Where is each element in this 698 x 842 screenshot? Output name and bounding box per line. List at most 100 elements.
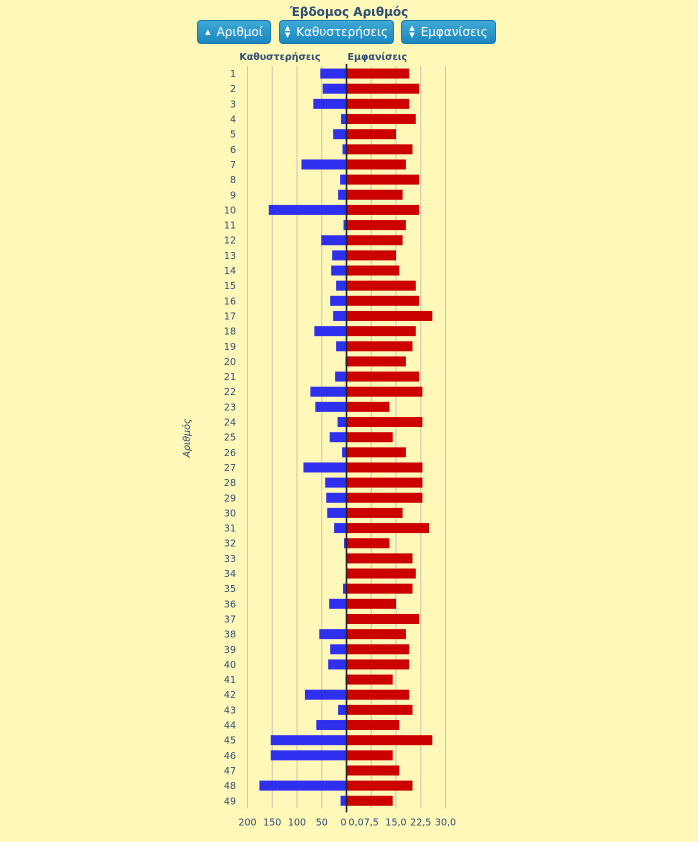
delay-bar (303, 462, 347, 473)
category-label: 9 (230, 190, 236, 201)
delay-bar (340, 174, 347, 185)
category-label: 13 (224, 251, 236, 262)
delay-bar (259, 780, 347, 791)
appearance-bar (346, 659, 410, 670)
delay-bar (340, 795, 347, 806)
appearance-bar (346, 720, 400, 731)
appearance-bar (346, 310, 433, 321)
category-label: 41 (224, 675, 236, 686)
appearance-bar (346, 356, 406, 367)
appearance-bar (346, 83, 420, 94)
category-label: 32 (224, 539, 236, 550)
appearance-bar (346, 401, 390, 412)
appearance-bar (346, 432, 393, 443)
category-label: 31 (224, 524, 236, 535)
sort-icon: ▲ ▼ (409, 24, 415, 39)
category-label: 30 (224, 508, 236, 519)
category-label: 4 (230, 115, 236, 126)
appearance-bar (346, 386, 423, 397)
appearance-bar (346, 674, 393, 685)
category-label: 46 (224, 751, 236, 762)
x-tick-label-left: 150 (263, 817, 281, 828)
delay-bar (333, 310, 347, 321)
appearance-bar (346, 371, 420, 382)
category-label: 21 (224, 372, 236, 383)
appearance-bar (346, 295, 420, 306)
sort-by-delays-button[interactable]: ▲ ▼ Καθυστερήσεις (279, 20, 394, 44)
appearance-bar (346, 583, 413, 594)
appearance-bar (346, 735, 433, 746)
delay-bar (344, 538, 347, 549)
category-label: 42 (224, 690, 236, 701)
category-label: 27 (224, 463, 236, 474)
delay-bar (270, 750, 347, 761)
category-label: 20 (224, 357, 236, 368)
appearance-bar (346, 235, 403, 246)
appearance-bar (346, 477, 423, 488)
category-label: 5 (230, 130, 236, 141)
category-label: 44 (224, 721, 236, 732)
category-label: 29 (224, 493, 236, 504)
appearance-bar (346, 144, 413, 155)
delay-bar (313, 98, 347, 109)
appearance-bar (346, 159, 406, 170)
category-label: 28 (224, 478, 236, 489)
category-label: 2 (230, 84, 236, 95)
sort-toolbar: ▲ Αριθμοί ▲ ▼ Καθυστερήσεις ▲ ▼ Εμφανίσεις (0, 20, 698, 46)
delay-bar (336, 280, 347, 291)
category-label: 34 (224, 569, 236, 580)
delay-bar (321, 235, 347, 246)
x-tick-label-right: 22,5 (410, 817, 431, 828)
category-label: 14 (224, 266, 236, 277)
category-label: 1 (230, 69, 236, 80)
delay-bar (335, 371, 347, 382)
appearance-bar (346, 629, 406, 640)
category-label: 43 (224, 705, 236, 716)
category-label: 8 (230, 175, 236, 186)
appearance-bar (346, 98, 410, 109)
appearance-bar (346, 750, 393, 761)
category-label: 45 (224, 736, 236, 747)
category-label: 16 (224, 296, 236, 307)
appearance-bar (346, 447, 406, 458)
category-label: 22 (224, 387, 236, 398)
category-label: 49 (224, 796, 236, 807)
appearance-bar (346, 220, 406, 231)
delay-bar (327, 507, 347, 518)
delay-bar (301, 159, 347, 170)
delay-bar (330, 644, 347, 655)
category-label: 33 (224, 554, 236, 565)
appearance-bar (346, 250, 396, 261)
delay-bar (330, 295, 347, 306)
category-label: 18 (224, 327, 236, 338)
sort-by-appearances-button[interactable]: ▲ ▼ Εμφανίσεις (401, 20, 496, 44)
x-tick-label-left: 200 (238, 817, 256, 828)
appearance-bar (346, 129, 396, 140)
category-label: 3 (230, 99, 236, 110)
appearance-bar (346, 417, 423, 428)
appearance-bar (346, 204, 420, 215)
delay-bar (337, 417, 347, 428)
delay-bar (325, 477, 347, 488)
category-label: 6 (230, 145, 236, 156)
sort-by-number-button[interactable]: ▲ Αριθμοί (197, 20, 271, 44)
delay-bar (331, 265, 347, 276)
delay-bar (342, 144, 347, 155)
delay-bar (314, 326, 347, 337)
series-header-appearances: Εμφανίσεις (348, 52, 408, 63)
category-label: 36 (224, 599, 236, 610)
x-tick-label-left: 50 (316, 817, 328, 828)
x-tick-label-right: 15,0 (385, 817, 406, 828)
appearance-bar (346, 613, 420, 624)
appearance-bar (346, 644, 410, 655)
delay-bar (343, 220, 347, 231)
delay-bar (316, 720, 347, 731)
x-tick-label-left: 0 (340, 817, 346, 828)
delay-bar (336, 341, 347, 352)
triangle-up-icon: ▲ (205, 27, 211, 36)
delay-bar (338, 704, 347, 715)
sort-by-number-label: Αριθμοί (216, 25, 263, 39)
appearance-bar (346, 568, 416, 579)
delay-bar (329, 432, 347, 443)
